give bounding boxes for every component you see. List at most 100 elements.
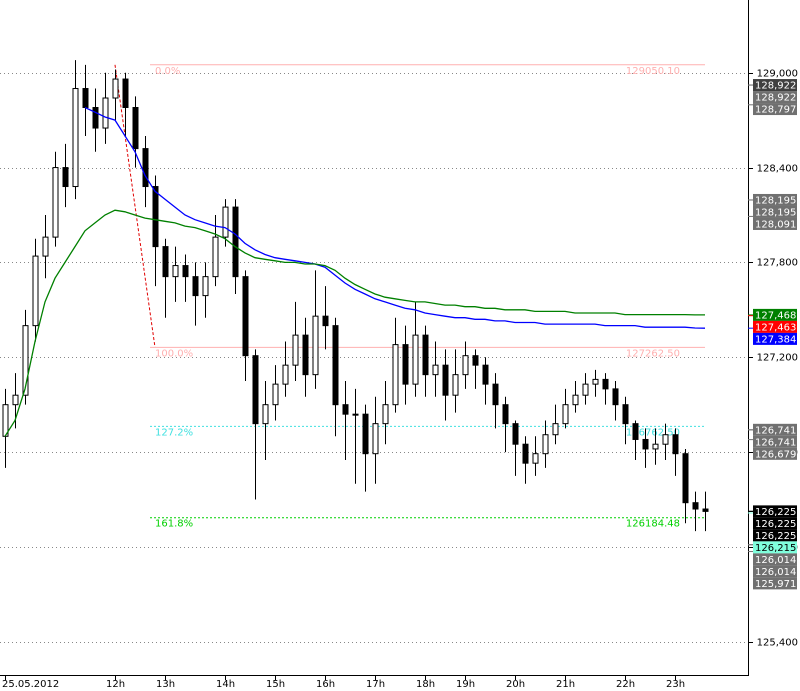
price-tag: [753, 553, 797, 566]
price-tag: [753, 423, 797, 436]
candle-body: [232, 206, 239, 278]
fib-price-label: 129050.10: [626, 66, 680, 77]
candle-body: [152, 186, 159, 248]
candle-body: [422, 334, 429, 376]
price-tag: [753, 332, 797, 345]
candle-body: [212, 236, 219, 278]
candle-body: [552, 423, 559, 436]
candle-body: [302, 334, 309, 376]
price-tag-label: 128,922: [755, 93, 796, 104]
x-tick-label: 21h: [556, 679, 575, 690]
price-tag-label: 125,971: [755, 579, 796, 590]
price-tag: [753, 308, 797, 321]
price-tag-label: 126,225: [755, 519, 796, 530]
x-tick-label: 13h: [156, 679, 175, 690]
fib-price-label: 126184.48: [626, 519, 680, 530]
fib-level-label: 161.8%: [155, 519, 193, 530]
price-tag-label: 128,922: [755, 81, 796, 92]
price-tag: [753, 435, 797, 448]
candle-body: [252, 355, 259, 425]
candle-body: [472, 355, 479, 366]
candle-body: [462, 355, 469, 376]
moving-average: [84, 106, 706, 329]
fib-level-label: 0.0%: [155, 66, 180, 77]
candle-body: [522, 443, 529, 464]
candle-body: [352, 413, 359, 416]
x-tick-label: 12h: [106, 679, 125, 690]
fib-price-label: 126762.50: [626, 427, 680, 438]
y-tick-label: 127,800: [757, 258, 798, 269]
candle-body: [42, 236, 49, 257]
price-tag-label: 126,225: [755, 531, 796, 542]
candle-body: [512, 423, 519, 445]
candle-body: [242, 276, 249, 357]
price-tag: [753, 577, 797, 590]
candle-body: [542, 434, 549, 455]
candle-body: [412, 334, 419, 385]
y-tick-label: 125,400: [757, 638, 798, 649]
candle-body: [82, 88, 89, 108]
price-tag: [753, 541, 797, 554]
candle-body: [292, 334, 299, 366]
candle-body: [672, 434, 679, 455]
x-tick-label: 18h: [416, 679, 435, 690]
fib-trend-line: [114, 64, 156, 348]
candle-body: [482, 364, 489, 385]
price-tag-label: 126,014: [755, 567, 796, 578]
x-tick-label: 17h: [366, 679, 385, 690]
candle-body: [322, 315, 329, 327]
x-tick-label: 16h: [316, 679, 335, 690]
price-tag: [753, 79, 797, 92]
x-tick-label: 23h: [666, 679, 685, 690]
price-tag-label: 126,225: [755, 507, 796, 518]
candle-body: [132, 106, 139, 150]
candle-body: [12, 394, 19, 406]
price-tag-label: 128,091: [755, 219, 796, 230]
price-tag-label: 126,014: [755, 555, 796, 566]
candle-body: [692, 502, 699, 510]
price-tag: [753, 447, 797, 460]
candle-body: [112, 78, 119, 99]
candle-body: [662, 434, 669, 445]
price-tag-label: 127,463: [755, 322, 796, 333]
candle-body: [402, 344, 409, 385]
candle-body: [172, 265, 179, 278]
price-tag-label: 126,679: [755, 449, 796, 460]
candle-body: [582, 383, 589, 396]
price-tag: [753, 517, 797, 530]
candle-body: [362, 413, 369, 455]
candle-body: [632, 423, 639, 440]
price-tag: [753, 103, 797, 116]
candle-body: [342, 404, 349, 415]
candle-body: [62, 167, 69, 188]
candle-body: [372, 423, 379, 455]
candle-body: [182, 265, 189, 278]
x-tick-label: 14h: [216, 679, 235, 690]
price-tag-label: 126,741: [755, 437, 796, 448]
y-tick-label: 128,400: [757, 164, 798, 175]
price-tag: [753, 205, 797, 218]
fib-price-label: 127262.50: [626, 348, 680, 359]
price-tag: [753, 91, 797, 104]
candle-body: [142, 148, 149, 188]
candle-body: [122, 78, 129, 108]
candle-body: [32, 255, 39, 327]
candle-body: [452, 374, 459, 396]
candle-body: [332, 325, 339, 406]
price-tag-label: 127,468: [755, 310, 796, 321]
candle-body: [492, 383, 499, 406]
candle-body: [192, 276, 199, 297]
candle-body: [702, 508, 709, 512]
candle-body: [272, 383, 279, 406]
candle-body: [202, 276, 209, 297]
candle-body: [602, 378, 609, 390]
candle-body: [642, 438, 649, 450]
candle-body: [92, 106, 99, 129]
candle-body: [162, 246, 169, 278]
candle-body: [382, 404, 389, 425]
candle-body: [682, 453, 689, 504]
candle-body: [102, 97, 109, 129]
price-tag: [753, 505, 797, 518]
